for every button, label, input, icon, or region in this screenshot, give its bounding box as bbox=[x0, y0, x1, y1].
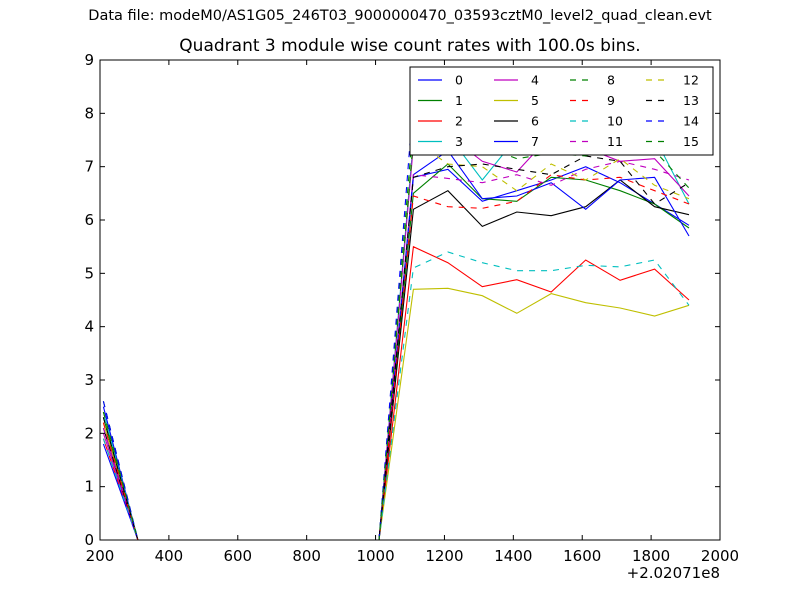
plot-frame bbox=[99, 59, 721, 541]
x-tick-label: 1800 bbox=[632, 547, 670, 565]
legend-label-3: 3 bbox=[455, 134, 463, 149]
series-lines bbox=[102, 94, 690, 541]
y-tick-label: 3 bbox=[84, 371, 94, 389]
x-tick-label: 200 bbox=[86, 547, 115, 565]
x-tick-label: 1200 bbox=[425, 547, 463, 565]
legend-label-0: 0 bbox=[455, 73, 463, 88]
y-tick-label: 9 bbox=[84, 51, 94, 69]
y-tick-label: 7 bbox=[84, 158, 94, 176]
y-tick-label: 4 bbox=[84, 318, 94, 336]
y-tick-label: 8 bbox=[84, 104, 94, 122]
series-line-5 bbox=[102, 287, 690, 541]
legend-label-14: 14 bbox=[683, 114, 699, 129]
x-tick-label: 1600 bbox=[563, 547, 601, 565]
data-file-suptitle: Data file: modeM0/AS1G05_246T03_90000004… bbox=[88, 8, 712, 24]
legend-label-12: 12 bbox=[683, 73, 699, 88]
legend-label-7: 7 bbox=[531, 134, 539, 149]
y-tick-label: 5 bbox=[84, 264, 94, 282]
legend-label-2: 2 bbox=[455, 114, 463, 129]
x-tick-label: 2000 bbox=[701, 547, 739, 565]
legend-label-15: 15 bbox=[683, 134, 699, 149]
legend-label-5: 5 bbox=[531, 93, 539, 108]
legend-label-9: 9 bbox=[607, 93, 615, 108]
legend-label-8: 8 bbox=[607, 73, 615, 88]
y-tick-label: 2 bbox=[84, 424, 94, 442]
x-tick-label: 400 bbox=[155, 547, 184, 565]
axis-ticks: 200 400 600 800 1000 1200 1400 1600 1800 20000123… bbox=[84, 51, 739, 565]
chart-title: Quadrant 3 module wise count rates with … bbox=[179, 36, 641, 56]
legend-label-1: 1 bbox=[455, 93, 463, 108]
x-tick-label: 600 bbox=[223, 547, 252, 565]
legend-label-6: 6 bbox=[531, 114, 539, 129]
series-line-11 bbox=[102, 160, 690, 541]
series-line-14 bbox=[102, 94, 690, 541]
y-tick-label: 1 bbox=[84, 478, 94, 496]
y-tick-label: 0 bbox=[84, 531, 94, 549]
x-tick-label: 1400 bbox=[494, 547, 532, 565]
series-line-2 bbox=[102, 245, 690, 541]
legend-label-11: 11 bbox=[607, 134, 623, 149]
x-offset-label: +2.02071e8 bbox=[627, 564, 720, 582]
x-tick-label: 800 bbox=[292, 547, 321, 565]
y-tick-label: 6 bbox=[84, 211, 94, 229]
legend-label-13: 13 bbox=[683, 93, 699, 108]
legend-label-4: 4 bbox=[531, 73, 539, 88]
legend-box bbox=[409, 66, 714, 156]
legend-label-10: 10 bbox=[607, 114, 623, 129]
x-tick-label: 1000 bbox=[356, 547, 394, 565]
